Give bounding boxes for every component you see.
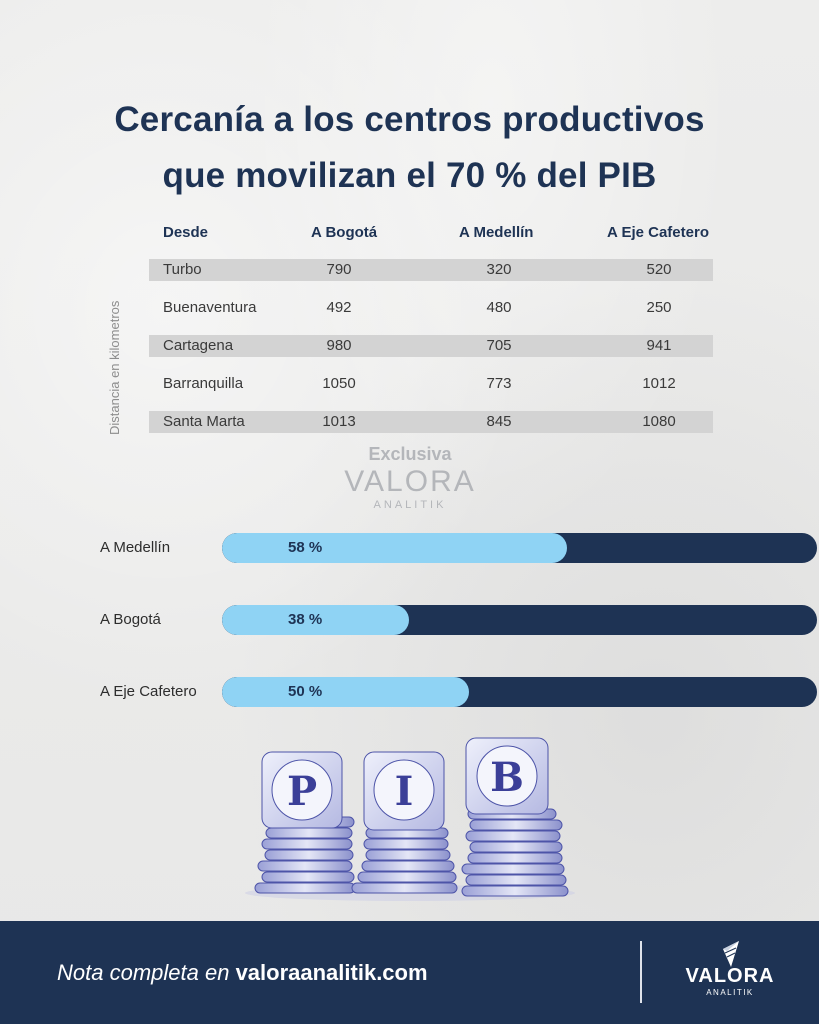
bar-value: 38 % [288, 611, 323, 628]
cell-bogota: 1050 [322, 375, 356, 392]
distance-table: Desde A Bogotá A Medellín A Eje Cafetero… [149, 220, 713, 433]
title-line-1: Cercanía a los centros productivos [114, 100, 705, 139]
cell-from: Buenaventura [163, 299, 257, 316]
table-row: Barranquilla 1050 773 1012 [149, 373, 713, 395]
coin-stack-p [254, 751, 356, 894]
bar-value: 58 % [288, 539, 323, 556]
bar-track: 50 % [222, 677, 817, 707]
bar-track: 58 % [222, 533, 817, 563]
table-row: Buenaventura 492 480 250 [149, 297, 713, 319]
header-eje-cafetero: A Eje Cafetero [607, 224, 709, 241]
cell-bogota: 492 [326, 299, 352, 316]
watermark-exclusiva: Exclusiva [368, 444, 452, 464]
bar-value: 50 % [288, 683, 323, 700]
bar-track: 38 % [222, 605, 817, 635]
cell-bogota: 980 [326, 337, 352, 354]
letter-i: I [395, 768, 414, 815]
axis-label-distance: Distancia en kilometros [107, 300, 122, 435]
header-bogota: A Bogotá [311, 224, 378, 241]
cell-medellin: 773 [486, 375, 512, 392]
logo-word: VALORA [685, 965, 775, 987]
bar-fill [222, 605, 410, 635]
cell-medellin: 845 [486, 413, 512, 430]
bar-fill [222, 677, 469, 707]
cell-eje: 520 [646, 261, 672, 278]
pib-coins-illustration: P I B [245, 737, 575, 901]
coin-stack-b [461, 737, 569, 897]
footer-divider [640, 941, 642, 1003]
letter-b: B [490, 754, 524, 801]
bar-row-bogota: A Bogotá 38 % [100, 605, 817, 635]
cell-from: Barranquilla [163, 375, 244, 392]
cell-from: Turbo [163, 261, 202, 278]
footer-note-prefix: Nota completa en [57, 960, 230, 985]
bar-row-medellin: A Medellín 58 % [100, 533, 817, 563]
cell-bogota: 1013 [322, 413, 356, 430]
cell-medellin: 320 [486, 261, 512, 278]
cell-medellin: 705 [486, 337, 512, 354]
watermark: Exclusiva VALORA ANALITIK [330, 442, 490, 512]
cell-eje: 941 [646, 337, 672, 354]
footer: Nota completa en valoraanalitik.com VALO… [0, 921, 819, 1024]
watermark-valora: VALORA [344, 465, 476, 498]
cell-eje: 1012 [642, 375, 676, 392]
valora-logo: VALORA ANALITIK [685, 939, 775, 1009]
bar-label: A Bogotá [100, 611, 161, 628]
bar-label: A Eje Cafetero [100, 683, 197, 700]
logo-sub: ANALITIK [706, 988, 754, 997]
header-desde: Desde [163, 224, 209, 241]
cell-eje: 250 [646, 299, 672, 316]
table-row: Santa Marta 1013 845 1080 [149, 411, 713, 433]
paper-plane-icon [723, 941, 739, 967]
table-row: Turbo 790 320 520 [149, 259, 713, 281]
watermark-analitik: ANALITIK [373, 499, 447, 511]
cell-medellin: 480 [486, 299, 512, 316]
title-line-2: que movilizan el 70 % del PIB [162, 156, 657, 195]
letter-p: P [287, 768, 317, 815]
footer-site-link[interactable]: valoraanalitik.com [235, 960, 428, 985]
header-medellin: A Medellín [459, 224, 534, 241]
footer-note: Nota completa en valoraanalitik.com [57, 959, 428, 987]
cell-eje: 1080 [642, 413, 676, 430]
cell-from: Santa Marta [163, 413, 245, 430]
page-title: Cercanía a los centros productivos que m… [0, 92, 819, 204]
coin-stack-i [351, 751, 458, 894]
cell-bogota: 790 [326, 261, 352, 278]
table-header: Desde A Bogotá A Medellín A Eje Cafetero [149, 220, 713, 246]
bar-row-eje-cafetero: A Eje Cafetero 50 % [100, 677, 817, 707]
bar-label: A Medellín [100, 539, 171, 556]
table-row: Cartagena 980 705 941 [149, 335, 713, 357]
cell-from: Cartagena [163, 337, 234, 354]
bar-fill [222, 533, 568, 563]
